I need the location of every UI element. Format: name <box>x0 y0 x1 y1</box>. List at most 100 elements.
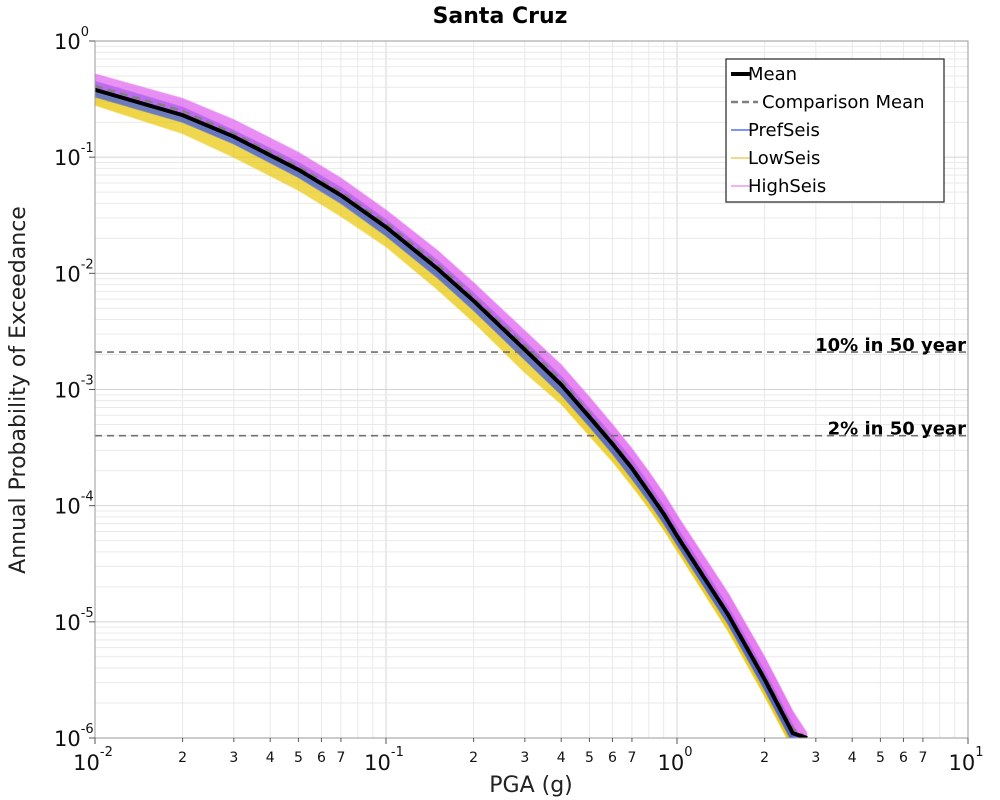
chart-title: Santa Cruz <box>433 4 568 29</box>
lowseis-curve <box>95 93 793 738</box>
highseis-curve <box>95 75 808 737</box>
y-tick-base: 10 <box>54 30 81 54</box>
y-tick-exponent: -2 <box>81 257 94 272</box>
x-minor-tick-label: 6 <box>317 750 326 766</box>
x-axis-label: PGA (g) <box>489 773 573 798</box>
highseis-curve <box>95 84 802 738</box>
lowseis-curve <box>95 97 792 738</box>
y-tick-base: 10 <box>54 146 81 170</box>
grid-layer <box>94 41 968 739</box>
y-tick-exponent: 0 <box>81 25 89 40</box>
x-minor-tick-label: 5 <box>585 750 594 766</box>
x-minor-tick-label: 3 <box>229 750 238 766</box>
x-major-tick-label: 10-1 <box>364 745 404 775</box>
x-major-tick-label: 101 <box>948 745 983 775</box>
lowseis-curve <box>95 100 790 738</box>
y-major-tick-label: 10-6 <box>54 722 94 751</box>
x-major-tick-label: 10-2 <box>73 745 113 775</box>
highseis-curve <box>95 78 806 738</box>
lowseis-curve <box>95 95 792 738</box>
legend: Mean Comparison Mean PrefSeis LowSeis HighSe… <box>725 58 945 203</box>
highseis-curve <box>95 76 808 738</box>
x-minor-tick-label: 3 <box>811 750 820 766</box>
y-axis-label: Annual Probability of Exceedance <box>6 206 31 574</box>
x-tick-base: 10 <box>364 751 391 775</box>
legend-label-comparison-mean: Comparison Mean <box>762 92 925 113</box>
prefseis-curve <box>95 91 794 738</box>
series-band-layer <box>95 73 808 738</box>
prefseis-curve <box>95 94 793 738</box>
lowseis-curve <box>95 98 791 738</box>
y-tick-exponent: -3 <box>81 374 94 389</box>
lowseis-curve <box>95 104 788 738</box>
prefseis-curve <box>95 80 802 738</box>
x-minor-tick-label: 7 <box>918 750 927 766</box>
y-major-tick-label: 10-2 <box>54 257 94 286</box>
x-minor-tick-label: 7 <box>627 750 636 766</box>
highseis-curve <box>95 81 805 738</box>
prefseis-curve <box>95 81 801 738</box>
lowseis-curve <box>95 103 789 738</box>
x-major-tick-label: 100 <box>657 745 692 775</box>
x-minor-tick-label: 7 <box>336 750 345 766</box>
lowseis-curve <box>95 96 792 738</box>
x-tick-base: 10 <box>657 751 684 775</box>
y-tick-base: 10 <box>54 495 81 519</box>
y-tick-exponent: -4 <box>81 490 94 505</box>
x-tick-exponent: -2 <box>100 745 113 760</box>
y-tick-base: 10 <box>54 262 81 286</box>
prefseis-curve <box>95 96 791 738</box>
highseis-curve <box>95 73 808 734</box>
highseis-curve <box>95 83 803 738</box>
highseis-curve <box>95 74 808 736</box>
x-tick-exponent: 1 <box>975 745 983 760</box>
y-major-tick-label: 10-1 <box>54 141 94 170</box>
highseis-curve <box>95 80 805 738</box>
series-line-layer <box>95 84 808 738</box>
y-major-tick-label: 10-4 <box>54 490 94 519</box>
prefseis-curve <box>95 92 793 738</box>
x-minor-tick-label: 5 <box>294 750 303 766</box>
x-minor-tick-label: 2 <box>760 750 769 766</box>
x-minor-tick-label: 4 <box>848 750 857 766</box>
x-minor-tick-label: 4 <box>557 750 566 766</box>
lowseis-curve <box>95 94 793 738</box>
x-minor-tick-label: 5 <box>876 750 885 766</box>
lowseis-curve <box>95 102 789 738</box>
x-minor-tick-label: 6 <box>899 750 908 766</box>
legend-label-highseis: HighSeis <box>748 176 826 197</box>
lowseis-curve <box>95 99 791 738</box>
y-tick-exponent: -5 <box>81 606 94 621</box>
comparison-mean-line <box>95 84 808 738</box>
y-tick-base: 10 <box>54 379 81 403</box>
legend-box <box>725 58 945 203</box>
x-minor-tick-label: 6 <box>608 750 617 766</box>
legend-label-lowseis: LowSeis <box>748 148 820 169</box>
reference-line-layer: 10% in 50 year 2% in 50 year <box>95 335 968 440</box>
prefseis-curve <box>95 95 792 738</box>
x-tick-base: 10 <box>73 751 100 775</box>
y-major-tick-label: 10-3 <box>54 374 94 403</box>
y-major-tick-label: 100 <box>54 25 89 54</box>
y-tick-exponent: -1 <box>81 141 94 156</box>
lowseis-curve <box>95 100 790 738</box>
y-tick-base: 10 <box>54 727 81 751</box>
highseis-curve <box>95 82 804 738</box>
x-minor-tick-label: 3 <box>520 750 529 766</box>
mean-line <box>95 87 808 738</box>
legend-label-prefseis: PrefSeis <box>748 120 820 141</box>
x-tick-exponent: 0 <box>684 745 692 760</box>
reference-line-label: 2% in 50 year <box>828 419 966 440</box>
x-tick-exponent: -1 <box>391 745 404 760</box>
y-tick-exponent: -6 <box>81 722 94 737</box>
x-minor-tick-label: 4 <box>266 750 275 766</box>
x-tick-base: 10 <box>948 751 975 775</box>
lowseis-curve <box>95 101 789 738</box>
legend-label-mean: Mean <box>748 64 797 85</box>
x-minor-tick-label: 2 <box>178 750 187 766</box>
y-tick-base: 10 <box>54 611 81 635</box>
x-minor-tick-label: 2 <box>469 750 478 766</box>
